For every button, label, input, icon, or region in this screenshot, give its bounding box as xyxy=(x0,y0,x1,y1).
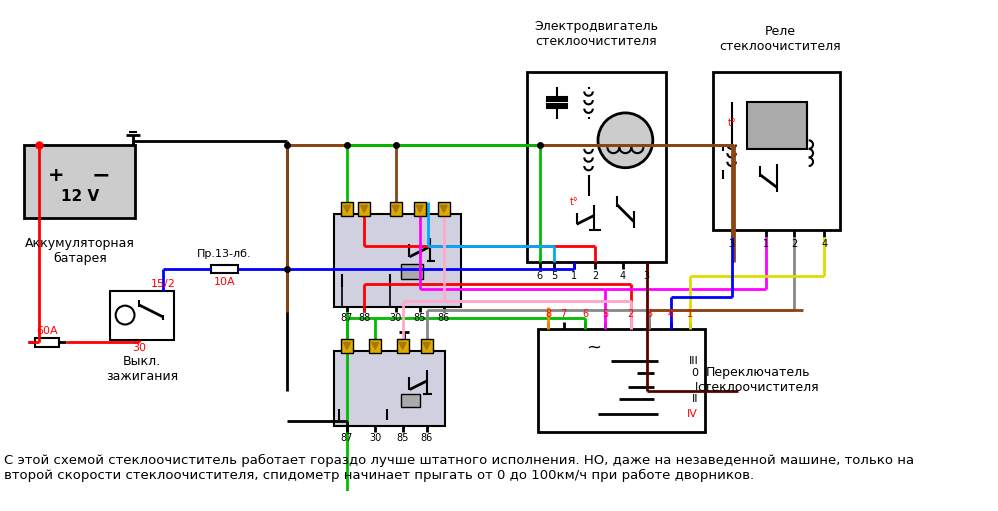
Text: Пр.13-лб.: Пр.13-лб. xyxy=(198,249,251,259)
Bar xyxy=(24,146,136,218)
Text: 1: 1 xyxy=(571,271,577,281)
Text: 87: 87 xyxy=(340,433,353,444)
Polygon shape xyxy=(372,342,378,350)
Text: 0: 0 xyxy=(692,368,699,378)
Bar xyxy=(334,214,461,307)
Bar xyxy=(547,104,567,108)
Text: 3: 3 xyxy=(729,239,735,249)
Text: 3: 3 xyxy=(647,309,653,319)
Text: 15/2: 15/2 xyxy=(151,279,176,289)
Text: 3: 3 xyxy=(644,271,650,281)
Text: 1: 1 xyxy=(688,309,694,319)
Text: III: III xyxy=(689,356,699,366)
Polygon shape xyxy=(360,205,367,212)
Text: 12 V: 12 V xyxy=(61,190,99,204)
Bar xyxy=(35,338,59,347)
Text: II: II xyxy=(692,394,699,404)
Bar xyxy=(420,339,432,353)
Text: 2: 2 xyxy=(592,271,599,281)
Circle shape xyxy=(598,113,653,168)
Bar xyxy=(547,98,567,101)
Text: второй скорости стеклоочистителя, спидометр начинает прыгать от 0 до 100км/ч при: второй скорости стеклоочистителя, спидом… xyxy=(4,469,754,482)
Text: Переключатель
стеклоочистителя: Переключатель стеклоочистителя xyxy=(698,366,819,394)
Polygon shape xyxy=(399,342,406,350)
Text: 30: 30 xyxy=(369,433,381,444)
Text: +: + xyxy=(48,166,65,185)
Text: −: − xyxy=(92,166,111,185)
Text: 5: 5 xyxy=(602,309,608,319)
Bar xyxy=(110,291,174,340)
Bar xyxy=(341,339,353,353)
Text: 86: 86 xyxy=(420,433,433,444)
Text: t°: t° xyxy=(570,197,578,207)
Polygon shape xyxy=(343,205,350,212)
Text: 88: 88 xyxy=(358,314,370,323)
Text: 6: 6 xyxy=(537,271,543,281)
Bar xyxy=(401,264,423,279)
Bar xyxy=(358,202,370,216)
Bar xyxy=(527,72,666,262)
Text: Аккумуляторная
батарея: Аккумуляторная батарея xyxy=(25,237,135,265)
Text: 30: 30 xyxy=(389,314,402,323)
Text: 5: 5 xyxy=(551,271,558,281)
Polygon shape xyxy=(423,342,430,350)
Text: 2: 2 xyxy=(628,309,634,319)
Bar xyxy=(713,72,839,230)
Text: Электродвигатель
стеклоочистителя: Электродвигатель стеклоочистителя xyxy=(534,20,659,48)
Text: I: I xyxy=(695,382,699,392)
Text: 85: 85 xyxy=(396,433,409,444)
Text: 1: 1 xyxy=(762,239,768,249)
Text: 8: 8 xyxy=(545,309,551,319)
Bar xyxy=(538,329,705,432)
Text: 7: 7 xyxy=(561,309,567,319)
Text: 85: 85 xyxy=(413,314,426,323)
Polygon shape xyxy=(392,205,399,212)
Text: 60А: 60А xyxy=(36,327,58,336)
Text: 87: 87 xyxy=(340,314,353,323)
Text: 6: 6 xyxy=(582,309,588,319)
Polygon shape xyxy=(416,205,423,212)
Text: 4: 4 xyxy=(821,239,827,249)
Bar xyxy=(369,339,381,353)
Text: 4: 4 xyxy=(620,271,626,281)
Polygon shape xyxy=(440,205,447,212)
Bar xyxy=(438,202,450,216)
Text: ~: ~ xyxy=(586,339,601,357)
Text: 30: 30 xyxy=(132,343,146,354)
Bar xyxy=(748,102,807,149)
Text: Реле
стеклоочистителя: Реле стеклоочистителя xyxy=(720,25,841,53)
Bar xyxy=(334,351,445,427)
Bar xyxy=(341,202,353,216)
Text: 4: 4 xyxy=(668,309,674,319)
Text: 86: 86 xyxy=(438,314,450,323)
Text: 10А: 10А xyxy=(214,276,236,287)
Text: t°: t° xyxy=(728,118,736,128)
Bar xyxy=(414,202,426,216)
Bar xyxy=(401,394,420,407)
Text: Выкл.
зажигания: Выкл. зажигания xyxy=(106,355,179,383)
Text: С этой схемой стеклоочиститель работает гораздо лучше штатного исполнения. НО, д: С этой схемой стеклоочиститель работает … xyxy=(4,454,914,467)
Bar xyxy=(396,339,408,353)
Bar xyxy=(390,202,402,216)
Text: IV: IV xyxy=(688,409,699,420)
Bar xyxy=(211,265,239,273)
Text: 2: 2 xyxy=(791,239,797,249)
Polygon shape xyxy=(343,342,350,350)
